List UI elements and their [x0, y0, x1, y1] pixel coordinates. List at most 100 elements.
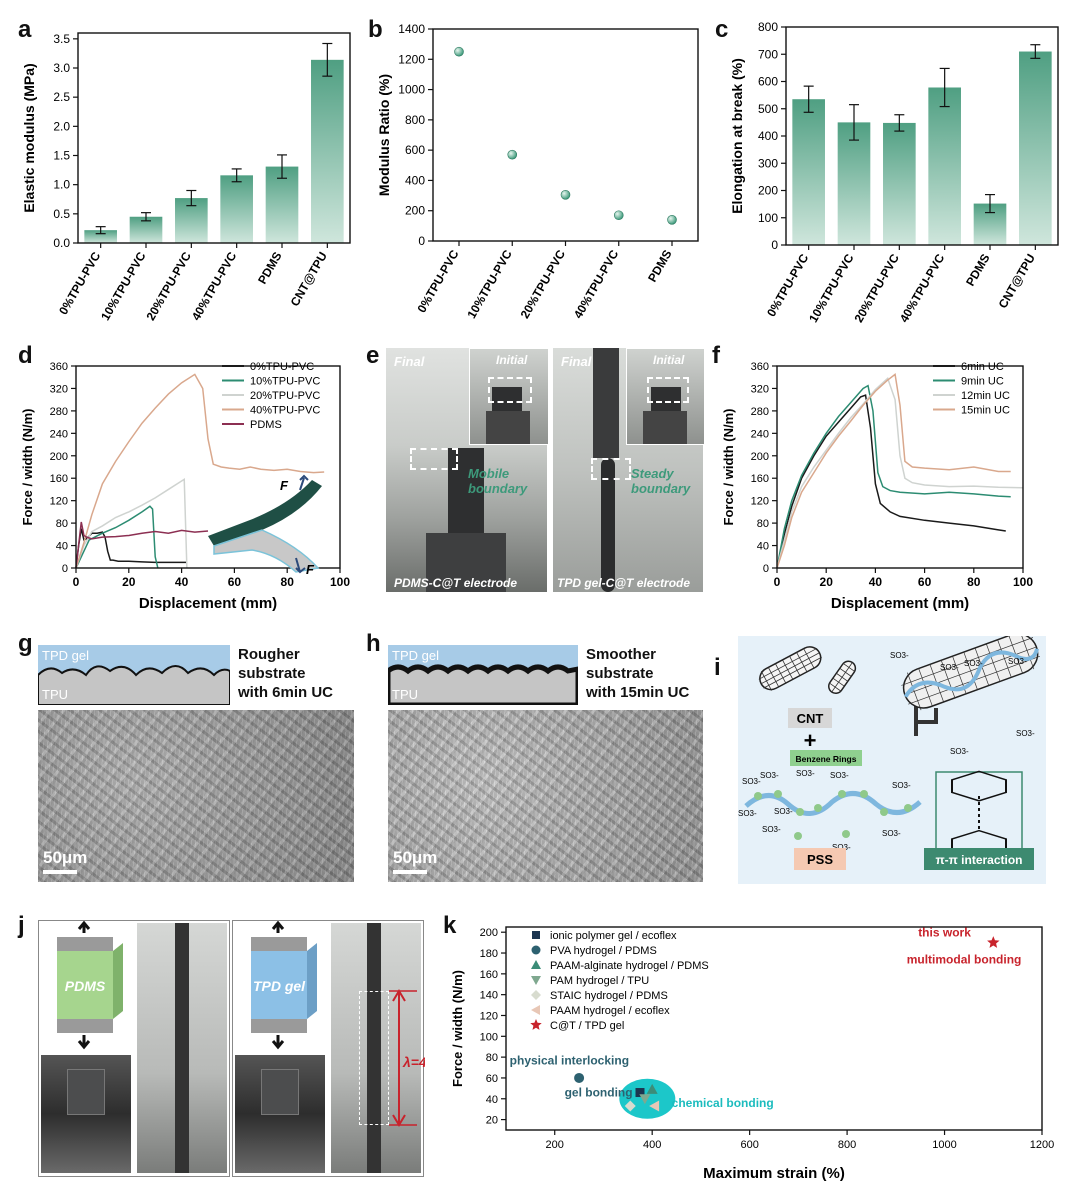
x-tick-label: 60 — [228, 575, 242, 589]
y-tick-label: 0 — [62, 563, 68, 575]
x-tick-label: PDMS — [963, 252, 992, 289]
x-tick-label: 80 — [281, 575, 295, 589]
legend-label: 10%TPU-PVC — [250, 376, 320, 388]
force-label-top: F — [280, 478, 289, 493]
desc-line: substrate — [238, 665, 306, 682]
bar — [1019, 51, 1052, 246]
boundary-box — [410, 448, 458, 470]
legend-label: PAAM hydrogel / ecoflex — [550, 1005, 670, 1017]
x-tick-label: 20%TPU-PVC — [851, 251, 902, 325]
y-tick-label: 100 — [480, 1031, 498, 1043]
y-tick-label: 280 — [50, 406, 68, 418]
bar — [84, 230, 117, 243]
annotation-chemical: chemical bonding — [672, 1096, 774, 1110]
annotation-gel: gel bonding — [565, 1086, 633, 1100]
cnt-label-box — [788, 708, 832, 728]
x-tick-label: 1000 — [932, 1139, 956, 1151]
x-tick-label: 10%TPU-PVC — [806, 251, 857, 325]
smoother-description: Smoother substrate with 15min UC — [586, 645, 689, 702]
panel-label-c: c — [715, 16, 729, 43]
data-point — [613, 210, 624, 221]
y-tick-label: 400 — [758, 129, 778, 143]
sulfonate-labels: SO3-SO3- SO3- SO3- SO3-SO3- SO3-SO3- SO3-… — [738, 769, 911, 852]
inset-clamp — [486, 411, 530, 444]
desc-line: Smoother — [586, 646, 657, 663]
y-tick-label: 40 — [757, 541, 769, 553]
x-tick-label: 1200 — [1030, 1139, 1054, 1151]
grip-bottom — [57, 1019, 113, 1033]
y-tick-label: 80 — [486, 1052, 498, 1064]
sem-texture — [388, 710, 703, 882]
y-tick-label: 3.5 — [53, 32, 70, 46]
svg-text:SO3-: SO3- — [742, 777, 761, 786]
y-tick-label: 0 — [763, 563, 769, 575]
data-point — [624, 1100, 636, 1112]
bar — [220, 175, 253, 243]
data-point — [639, 1094, 651, 1105]
stretched-strip — [367, 923, 381, 1173]
data-point — [560, 190, 571, 200]
legend-label: C@T / TPD gel — [550, 1020, 624, 1032]
data-point — [635, 1088, 645, 1098]
plot-frame — [505, 926, 1043, 1131]
inset-sample — [492, 387, 522, 413]
panel-label-g: g — [18, 630, 33, 657]
x-tick-label: 80 — [967, 575, 981, 589]
bar — [311, 59, 344, 244]
bar — [265, 166, 299, 243]
peel-substrate-icon — [213, 529, 320, 573]
down-arrow-icon — [271, 1035, 285, 1050]
svg-text:SO3-: SO3- — [964, 659, 983, 668]
legend-marker — [531, 1005, 540, 1015]
inset-initial-right: Initial — [626, 348, 705, 445]
x-tick-label: 0%TPU-PVC — [764, 251, 811, 319]
steady-boundary-label: Steady boundary — [631, 466, 691, 496]
desc-line: substrate — [586, 665, 654, 682]
legend-label: 20%TPU-PVC — [250, 390, 320, 402]
x-axis-title: Displacement (mm) — [831, 595, 969, 612]
pipi-label-box — [924, 848, 1034, 870]
inset-box — [488, 377, 532, 403]
bar — [792, 99, 825, 246]
pss-label: PSS — [807, 852, 833, 867]
benzene-ring-top-icon — [951, 770, 1007, 802]
sem-texture — [38, 710, 354, 882]
benzene-label-box — [790, 750, 862, 766]
x-tick-label: CNT@TPU — [996, 252, 1038, 311]
tpd-caption: TPD gel-C@T electrode — [557, 576, 691, 590]
legend-marker — [532, 931, 540, 939]
y-tick-label: 0.0 — [53, 236, 70, 250]
y-tick-label: 800 — [758, 20, 778, 34]
schematic-rough-interface: TPD gel TPU — [38, 645, 230, 705]
chart-k-comparison: 20 40 60 80 100 120 140 160 180 200 Force / width … — [450, 925, 1054, 1182]
legend-marker — [531, 945, 541, 955]
y-tick-label: 1200 — [398, 52, 425, 66]
y-tick-label: 100 — [758, 211, 778, 225]
y-tick-label: 140 — [480, 990, 498, 1002]
rougher-description: Rougher substrate with 6min UC — [238, 645, 333, 702]
svg-text:SO3-: SO3- — [1016, 729, 1035, 738]
plot-frame — [776, 365, 1024, 569]
y-tick-label: 200 — [405, 204, 425, 218]
pdms-schematic: PDMS — [57, 921, 131, 1111]
schematic-smooth-interface: TPD gel TPU — [388, 645, 578, 705]
svg-text:SO3-: SO3- — [830, 771, 849, 780]
y-tick-label: 240 — [50, 428, 68, 440]
y-tick-label: 0.5 — [53, 207, 70, 221]
photo-pdms-initial — [41, 1055, 131, 1173]
pdms-block — [57, 951, 113, 1019]
tpd-label: TPD gel — [253, 978, 306, 994]
scale-bar — [43, 870, 77, 874]
y-tick-label: 280 — [751, 406, 769, 418]
legend-marker — [531, 990, 541, 1000]
chart-a-elastic-modulus: 0.0 0.5 1.0 1.5 2.0 2.5 3.0 3.5 Elastic modulus … — [21, 32, 351, 323]
photo-group-tpd: TPD gel λ=4 — [232, 920, 425, 1177]
force-arrow-up-icon — [299, 474, 309, 491]
initial-label: Initial — [496, 353, 528, 367]
force-label-bottom: F — [306, 562, 315, 577]
y-tick-label: 200 — [50, 451, 68, 463]
data-point — [667, 215, 677, 225]
tpd-block — [251, 951, 307, 1019]
sulfonate-groups — [754, 790, 912, 840]
chart-b-modulus-ratio: 0 200 400 600 800 1000 1200 1400 Modulus Ratio (… — [376, 22, 699, 321]
